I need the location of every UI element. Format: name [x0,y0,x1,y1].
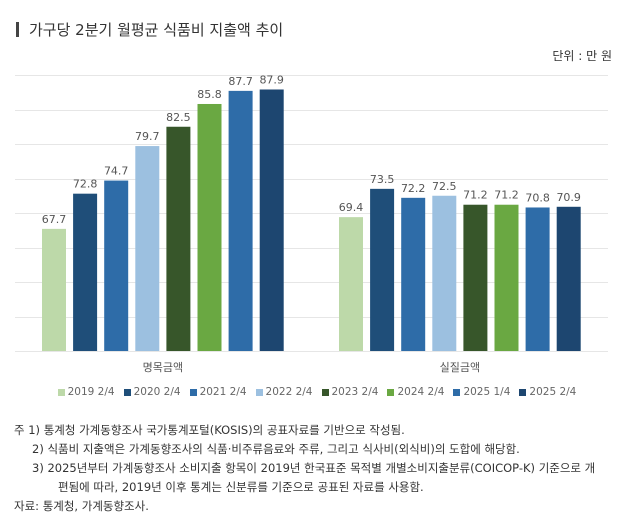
legend-item: 2025 2/4 [519,386,576,398]
bar [494,204,519,351]
legend-item: 2023 2/4 [321,386,379,398]
title-marker [16,22,19,37]
source: 자료: 통계청, 가계동향조사. [14,499,149,513]
legend-swatch [255,388,263,396]
note-3: 3) 2025년부터 가계동향조사 소비지출 항목이 2019년 한국표준 목적… [32,461,596,475]
bar [339,217,363,351]
data-label: 70.8 [525,191,550,204]
data-label: 85.8 [197,88,222,101]
legend-item: 2022 2/4 [255,386,313,398]
bar [370,188,395,351]
data-label: 87.7 [228,75,253,88]
data-label: 72.2 [401,182,426,195]
legend-item: 2024 2/4 [387,386,444,398]
legend-swatch [453,388,461,396]
legend-label: 2019 2/4 [67,386,115,398]
category-label: 명목금액 [143,361,183,374]
legend-swatch [519,388,527,396]
chart-title-text: 가구당 2분기 월평균 식품비 지출액 추이 [29,21,284,39]
legend: 2019 2/4 2020 2/4 2021 2/4 2022 2/4 2023 2/4… [0,386,634,398]
data-label: 71.2 [494,189,519,202]
category-label: 실질금액 [440,361,480,374]
legend-swatch [387,388,395,396]
bar [73,193,98,351]
bar [135,146,160,351]
legend-swatch [321,388,329,396]
legend-label: 2024 2/4 [397,386,445,398]
bar [525,207,550,351]
data-label: 73.5 [370,173,395,186]
bar [228,90,253,352]
data-label: 72.5 [432,180,457,193]
data-label: 67.7 [42,213,67,226]
bar [432,195,457,351]
note-3-cont: 편됨에 따라, 2019년 이후 통계는 신분류를 기준으로 공표된 자료를 사… [58,480,424,494]
note-2: 2) 식품비 지출액은 가계동향조사의 식품·비주류음료와 주류, 그리고 식사… [32,442,520,456]
data-label: 72.8 [73,178,98,191]
data-label: 87.9 [259,73,284,86]
legend-item: 2025 1/4 [453,386,510,398]
legend-swatch [189,388,197,396]
data-label: 71.2 [463,189,488,202]
legend-label: 2023 2/4 [331,386,379,398]
legend-label: 2022 2/4 [265,386,313,398]
unit-label: 단위 : 만 원 [552,49,612,63]
bar [197,103,222,351]
data-label: 74.7 [104,165,129,178]
legend-label: 2020 2/4 [133,386,181,398]
data-label: 69.4 [339,201,364,214]
bar [104,180,129,351]
bar [401,197,426,351]
legend-item: 2021 2/4 [189,386,247,398]
bar-chart: 67.7 72.8 74.7 79.7 82.5 85.8 87.7 87.9 명목금액 69.4… [15,73,608,374]
note-1: 주 1) 통계청 가계동향조사 국가통계포털(KOSIS)의 공표자료를 기반으… [14,423,405,437]
legend-item: 2019 2/4 [57,386,115,398]
bar [259,89,284,352]
data-label: 79.7 [135,130,160,143]
notes: 주 1) 통계청 가계동향조사 국가통계포털(KOSIS)의 공표자료를 기반으… [14,421,595,516]
legend-label: 2025 1/4 [463,386,511,398]
bar [166,126,191,351]
legend-swatch [57,388,65,396]
bar [556,206,581,351]
bar [463,204,488,351]
chart-title: 가구당 2분기 월평균 식품비 지출액 추이 [16,19,283,40]
data-label: 82.5 [166,111,191,124]
data-label: 70.9 [556,191,581,204]
legend-swatch [123,388,131,396]
legend-label: 2025 2/4 [529,386,577,398]
legend-item: 2020 2/4 [123,386,181,398]
legend-label: 2021 2/4 [199,386,247,398]
bar [42,228,66,351]
